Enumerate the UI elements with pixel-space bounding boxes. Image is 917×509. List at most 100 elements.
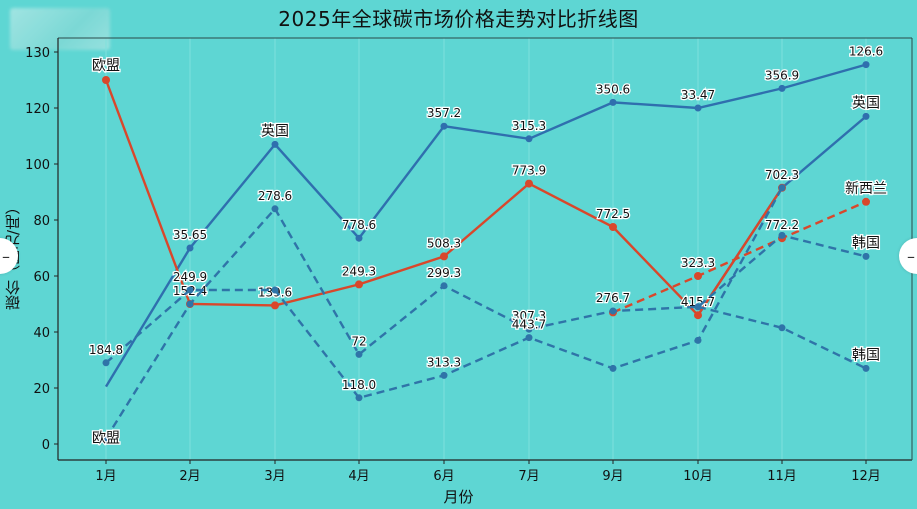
data-point (271, 286, 279, 294)
data-label: 307.3 (512, 309, 546, 323)
data-point (778, 231, 786, 239)
data-label: 443.7 (512, 318, 546, 332)
data-point (694, 104, 702, 112)
data-point (271, 140, 279, 148)
y-tick-label: 100 (25, 158, 50, 173)
series-name-label: 英国 (261, 122, 289, 139)
data-point (271, 301, 279, 310)
data-label: 702.3 (765, 168, 799, 182)
data-label: 357.2 (427, 106, 461, 120)
data-point (609, 364, 617, 372)
data-point (186, 244, 194, 252)
arrow-right-icon: – (907, 246, 915, 266)
data-point (694, 311, 702, 320)
x-tick-label: 4月 (348, 469, 369, 484)
data-point (440, 282, 448, 290)
data-point (355, 234, 363, 242)
series-name-label: 欧盟 (92, 430, 120, 446)
data-point (694, 272, 702, 280)
x-tick-label: 6月 (433, 469, 454, 484)
arrow-left-icon: – (2, 246, 10, 266)
blurred-watermark (10, 8, 110, 50)
data-label: 315.3 (512, 119, 546, 133)
series-英国(2): 702.3 英国 (694, 93, 881, 319)
series-line (612, 200, 867, 314)
data-label: 356.9 (765, 68, 799, 82)
data-label: 249.9 (173, 270, 207, 284)
data-label: 278.6 (258, 189, 292, 203)
data-point (186, 300, 194, 308)
x-tick-label: 1月 (95, 469, 116, 484)
data-point (102, 434, 110, 442)
data-point (862, 364, 870, 372)
series-line (104, 206, 867, 440)
data-label: 184.8 (89, 343, 123, 357)
y-tick-label: 20 (33, 382, 50, 397)
data-point (525, 179, 533, 188)
data-point (355, 280, 363, 289)
y-tick-label: 80 (33, 214, 50, 229)
data-point (186, 286, 194, 294)
data-point (440, 122, 448, 130)
next-image-button[interactable]: – (899, 238, 917, 274)
data-point (694, 303, 702, 311)
series-name-label: 新西兰 (845, 181, 887, 197)
data-point (862, 112, 870, 120)
data-point (440, 371, 448, 379)
series-name-label: 韩国 (852, 347, 880, 363)
data-point (355, 394, 363, 402)
data-label: 508.3 (427, 236, 461, 250)
data-point (778, 184, 786, 192)
x-tick-label: 11月 (767, 469, 797, 484)
y-tick-label: 120 (25, 102, 50, 117)
data-point (271, 205, 279, 213)
x-tick-label: 10月 (683, 469, 713, 484)
data-label: 249.3 (342, 264, 376, 278)
y-tick-label: 60 (33, 270, 50, 285)
data-label: 299.3 (427, 266, 461, 280)
series-韩国(2): 184.8 249.9 118.0 313.3 443.7 (88, 184, 786, 402)
y-tick-label: 40 (33, 326, 50, 341)
x-tick-label: 2月 (179, 469, 200, 484)
series-name-label: 欧盟 (92, 58, 120, 74)
x-tick-label: 7月 (518, 469, 539, 484)
series-name-label: 韩国 (852, 235, 880, 251)
series-韩国: 欧盟 278.6 72 299.3 307.3 276.7 韩国 (91, 188, 882, 448)
data-label: 33.47 (681, 88, 715, 102)
data-point (525, 135, 533, 143)
data-point (862, 197, 870, 206)
series-name-label: 英国 (852, 94, 880, 111)
data-label: 35.65 (173, 228, 207, 242)
data-label: 772.2 (765, 218, 799, 232)
previous-image-button[interactable]: – (0, 238, 18, 274)
chart-title: 2025年全球碳市场价格走势对比折线图 (278, 7, 639, 31)
data-point (862, 252, 870, 260)
x-tick-label: 12月 (851, 469, 881, 484)
data-label: 350.6 (596, 82, 630, 96)
data-point (102, 359, 110, 367)
data-point (525, 325, 533, 333)
series-韩国(3): 韩国 (694, 303, 881, 372)
data-label: 276.7 (596, 291, 630, 305)
data-point (525, 334, 533, 342)
data-point (609, 98, 617, 106)
data-point (609, 223, 617, 231)
data-point (102, 76, 110, 84)
data-point (778, 324, 786, 332)
data-point (694, 336, 702, 344)
series-line (104, 63, 867, 388)
data-label: 126.6 (849, 45, 883, 59)
y-tick-label: 0 (42, 438, 50, 453)
series-line (697, 305, 867, 370)
series-英国: 35.65 英国 778.6 357.2 315.3 350.6 33.47 356.9 126… (104, 43, 884, 388)
y-tick-label: 130 (25, 46, 50, 61)
data-label: 118.0 (342, 378, 376, 392)
data-label: 773.9 (512, 164, 546, 178)
x-tick-label: 3月 (264, 469, 285, 484)
x-axis-label: 月份 (443, 488, 474, 506)
data-point (440, 252, 448, 261)
x-tick-label: 9月 (602, 469, 623, 484)
